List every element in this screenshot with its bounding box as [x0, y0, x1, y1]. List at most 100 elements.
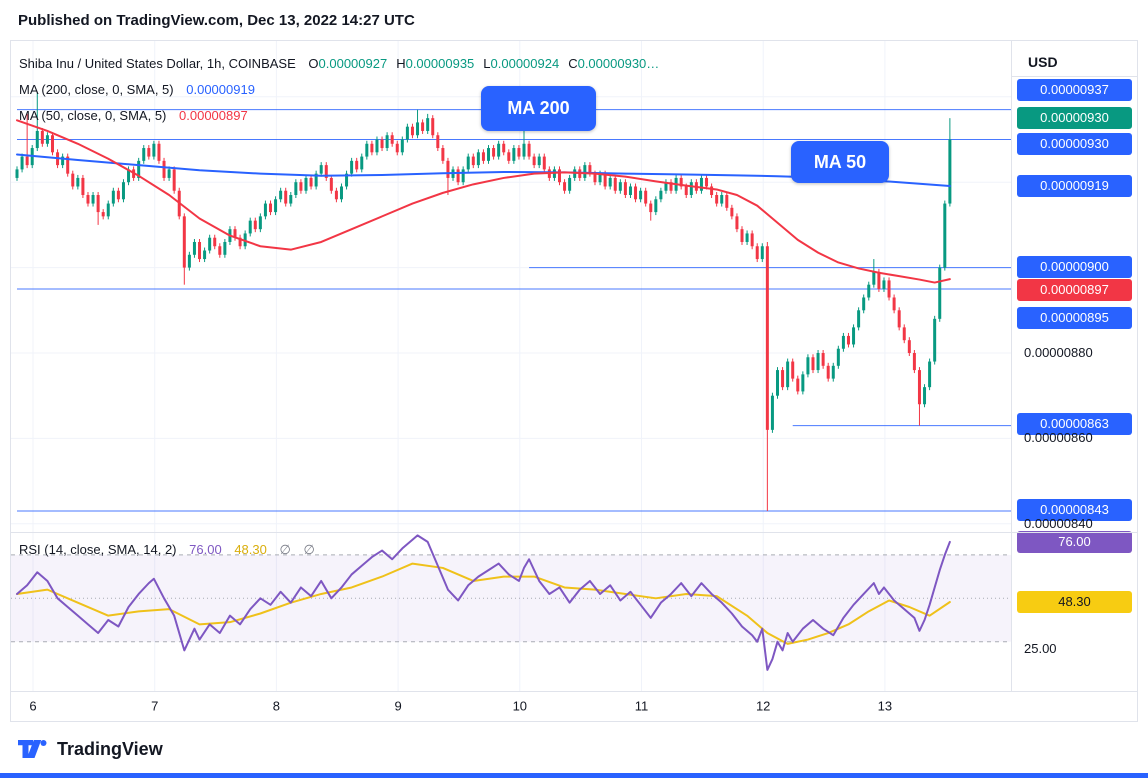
candle-body	[319, 165, 323, 174]
published-text: Published on TradingView.com, Dec 13, 20…	[18, 11, 415, 29]
time-axis-label: 8	[272, 698, 281, 714]
candle-body	[274, 199, 278, 213]
candle-body	[841, 335, 845, 349]
candle-body	[912, 353, 916, 371]
candle-body	[258, 216, 262, 230]
candle-body	[385, 135, 389, 149]
candle-body	[471, 156, 475, 166]
candle-body	[284, 190, 288, 204]
candle-body	[786, 361, 790, 388]
candle-body	[770, 395, 774, 430]
candle-body	[238, 237, 242, 247]
candle-body	[537, 156, 541, 166]
candle-body	[846, 335, 850, 345]
candle-body	[279, 190, 283, 200]
candle-body	[86, 195, 90, 204]
candle-body	[91, 195, 95, 204]
time-axis[interactable]: 6 7 8 9 10 11 12 13	[11, 691, 1137, 721]
candle-body	[416, 122, 420, 136]
candle-body	[492, 148, 496, 157]
candle-body	[410, 126, 414, 136]
candle-body	[15, 169, 19, 178]
time-axis-label: 6	[29, 698, 37, 714]
candle-body	[45, 135, 49, 144]
candle-body	[831, 365, 835, 379]
candle-body	[750, 233, 754, 247]
candle-body	[872, 271, 876, 285]
axis-price-label: 0.00000900	[1017, 256, 1132, 278]
candle-body	[299, 182, 303, 191]
candle-body	[862, 297, 866, 311]
candle-body	[390, 135, 394, 144]
price-axis[interactable]: USD 0.00000937 0.00000930 0.00000930 0.0000…	[1011, 41, 1137, 691]
candle-body	[400, 139, 404, 153]
candle-body	[436, 135, 440, 149]
candle-body	[588, 165, 592, 174]
candle-body	[218, 246, 222, 255]
pane-divider[interactable]	[11, 532, 1137, 533]
candle-body	[705, 177, 709, 187]
candle-body	[476, 152, 480, 166]
candle-body	[157, 143, 161, 161]
candle-body	[923, 387, 927, 405]
candle-body	[461, 169, 465, 183]
candle-body	[857, 310, 861, 328]
candle-body	[81, 177, 85, 196]
candle-body	[649, 203, 653, 213]
candle-body	[365, 143, 369, 157]
candle-body	[664, 182, 668, 191]
candle-body	[725, 195, 729, 208]
candle-body	[907, 340, 911, 353]
candle-body	[243, 233, 247, 247]
candle-body	[142, 148, 146, 161]
published-header: Published on TradingView.com, Dec 13, 20…	[0, 0, 1148, 40]
candle-body	[760, 246, 764, 260]
main-price-pane[interactable]: Shiba Inu / United States Dollar, 1h, CO…	[11, 41, 1011, 532]
candle-body	[263, 203, 267, 217]
candle-body	[380, 139, 384, 149]
candle-body	[334, 190, 338, 200]
candle-body	[289, 195, 293, 204]
candle-body	[902, 327, 906, 341]
footer-brand[interactable]: TradingView	[57, 738, 163, 759]
candle-body	[897, 310, 901, 328]
tradingview-logo-icon[interactable]	[18, 737, 48, 761]
candle-body	[487, 148, 491, 161]
candle-body	[745, 233, 749, 242]
candle-body	[699, 177, 703, 191]
candle-body	[568, 177, 572, 191]
candle-body	[162, 160, 166, 178]
axis-price-label: 0.00000843	[1017, 499, 1132, 521]
candle-body	[269, 203, 272, 213]
candle-body	[329, 177, 333, 191]
time-axis-label: 11	[634, 698, 649, 714]
ma-annotation-ma-200[interactable]: MA 200	[481, 86, 596, 131]
candle-body	[116, 190, 120, 200]
axis-price-label: 0.00000860	[1024, 430, 1093, 445]
candle-body	[76, 177, 80, 187]
candle-body	[248, 220, 252, 234]
candle-body	[345, 173, 349, 187]
axis-price-label: 76.00	[1017, 531, 1132, 553]
currency-label: USD	[1028, 54, 1058, 70]
ma-annotation-ma-50[interactable]: MA 50	[791, 141, 889, 183]
time-axis-label: 10	[512, 698, 528, 714]
axis-price-label: 0.00000863	[1017, 413, 1132, 435]
candle-body	[253, 220, 257, 230]
candle-body	[314, 173, 318, 187]
candle-body	[431, 118, 435, 136]
candle-body	[669, 182, 673, 191]
candle-body	[781, 370, 785, 388]
candle-body	[421, 122, 425, 131]
candle-body	[35, 130, 39, 149]
brand-bottom-bar	[0, 773, 1148, 778]
time-axis-divider	[11, 691, 1137, 692]
axis-separator	[1012, 76, 1137, 77]
candle-body	[776, 370, 779, 396]
candle-body	[182, 216, 186, 268]
axis-price-label: 25.00	[1024, 641, 1057, 656]
candle-body	[147, 148, 151, 157]
rsi-pane[interactable]: RSI (14, close, SMA, 14, 2) 76.00 48.30 …	[11, 532, 1011, 691]
candle-body	[355, 160, 359, 170]
candle-body	[801, 374, 805, 392]
